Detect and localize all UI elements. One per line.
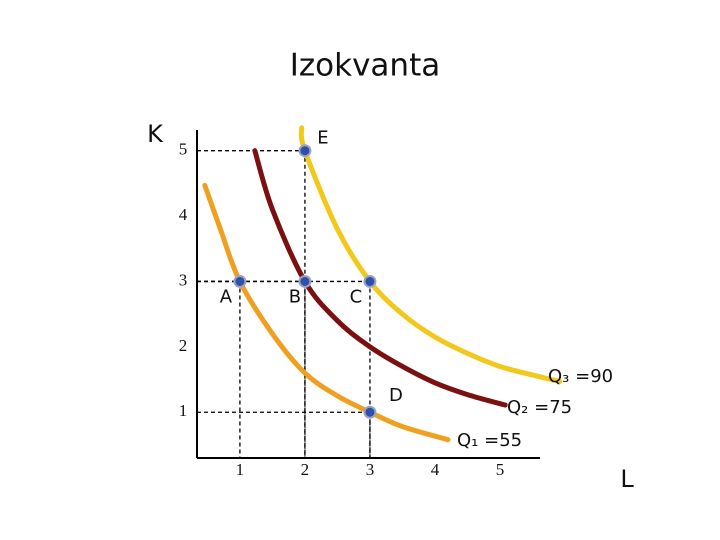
legend-label: Q₃ =90 <box>548 366 613 387</box>
isoquant-curve <box>301 128 560 382</box>
y-tick-label: 4 <box>179 205 188 224</box>
point-label: C <box>350 286 363 307</box>
y-tick-label: 3 <box>179 270 188 289</box>
point-marker <box>234 276 245 287</box>
y-axis-label: K <box>147 120 164 148</box>
point-marker <box>364 276 375 287</box>
x-tick-label: 1 <box>236 460 245 479</box>
point-marker <box>299 276 310 287</box>
isoquant-curve <box>255 151 505 405</box>
legend-label: Q₁ =55 <box>457 430 522 451</box>
legend-label: Q₂ =75 <box>507 397 572 418</box>
x-tick-label: 3 <box>366 460 375 479</box>
x-tick-label: 2 <box>301 460 310 479</box>
point-marker <box>299 145 310 156</box>
y-tick-label: 5 <box>179 140 188 159</box>
x-axis-label: L <box>620 465 634 493</box>
point-label: B <box>289 286 301 307</box>
point-label: E <box>317 128 328 149</box>
point-label: A <box>220 286 233 307</box>
chart-title: Izokvanta <box>290 48 440 84</box>
point-label: D <box>389 385 403 406</box>
x-tick-label: 4 <box>431 460 440 479</box>
y-tick-label: 2 <box>179 336 188 355</box>
y-tick-label: 1 <box>179 401 188 420</box>
x-tick-label: 5 <box>496 460 505 479</box>
point-marker <box>364 407 375 418</box>
